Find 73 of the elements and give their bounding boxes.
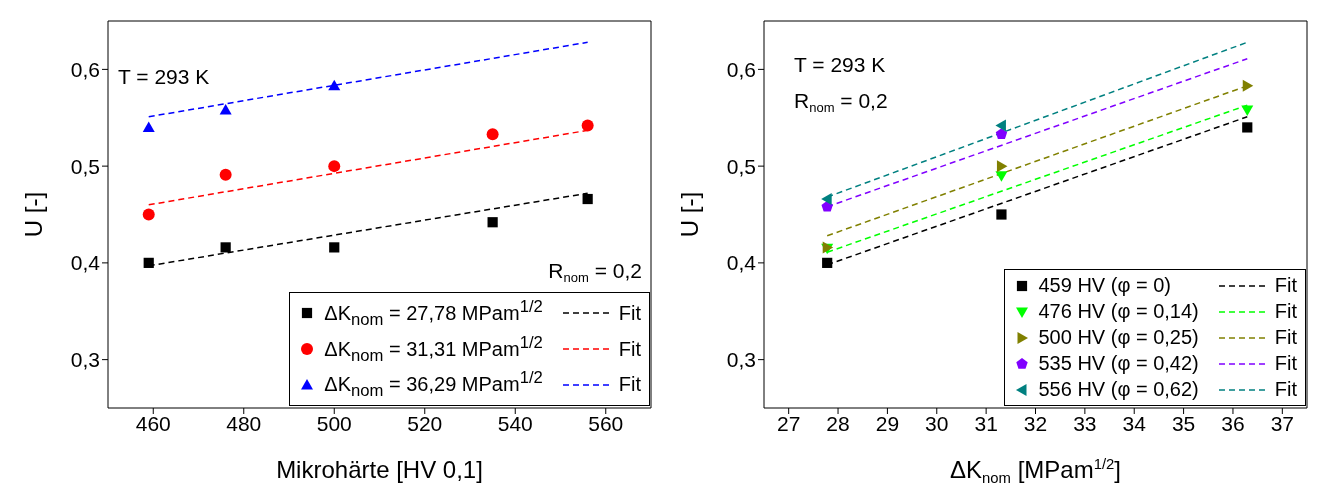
legend-label: Fit bbox=[1274, 300, 1297, 323]
legend-label: Fit bbox=[1274, 352, 1297, 375]
y-axis-title: U [-] bbox=[676, 191, 704, 238]
y-tick-label: 0,3 bbox=[70, 348, 100, 372]
legend-label: 459 HV (φ = 0) bbox=[1038, 274, 1171, 297]
point bbox=[581, 119, 594, 132]
legend-label: Fit bbox=[1274, 378, 1297, 401]
point bbox=[486, 128, 499, 141]
annotation: R$_{nom}$ = 0,2 bbox=[794, 89, 888, 115]
legend-label: ΔK$_{nom}$ = 36,29 MPam$^{1/2}$ bbox=[324, 368, 543, 401]
legend-label: Fit bbox=[1274, 274, 1297, 297]
legend-label: Fit bbox=[618, 301, 641, 325]
y-tick-label: 0,4 bbox=[70, 251, 101, 275]
legend-label: Fit bbox=[618, 337, 641, 361]
y-tick-label: 0,4 bbox=[726, 251, 757, 275]
point bbox=[995, 171, 1008, 182]
y-tick-label: 0,5 bbox=[70, 154, 100, 178]
point bbox=[821, 193, 832, 206]
y-axis-title: U [-] bbox=[20, 191, 48, 238]
point bbox=[219, 168, 232, 181]
legend-label: 476 HV (φ = 0,14) bbox=[1038, 300, 1199, 323]
point bbox=[328, 79, 341, 91]
legend-label: 556 HV (φ = 0,62) bbox=[1038, 378, 1199, 401]
x-tick-label: 560 bbox=[588, 411, 624, 435]
point bbox=[328, 160, 341, 173]
x-axis-title: Mikrohärte [HV 0,1] bbox=[276, 456, 483, 483]
x-tick-label: 480 bbox=[226, 411, 262, 435]
legend-label: 500 HV (φ = 0,25) bbox=[1038, 326, 1199, 349]
x-tick-label: 36 bbox=[1221, 411, 1245, 435]
y-tick-label: 0,5 bbox=[726, 154, 756, 178]
x-tick-label: 28 bbox=[826, 411, 850, 435]
point bbox=[1242, 122, 1253, 133]
point bbox=[142, 121, 155, 132]
point bbox=[1241, 105, 1254, 117]
x-tick-label: 32 bbox=[1023, 411, 1048, 435]
x-tick-label: 34 bbox=[1122, 411, 1147, 435]
annotation: T = 293 K bbox=[118, 65, 210, 88]
point bbox=[821, 200, 833, 212]
point bbox=[996, 160, 1008, 173]
point bbox=[219, 104, 232, 115]
y-tick-label: 0,6 bbox=[726, 57, 756, 81]
point bbox=[996, 209, 1007, 220]
x-tick-label: 33 bbox=[1073, 411, 1097, 435]
legend-label: ΔK$_{nom}$ = 27,78 MPam$^{1/2}$ bbox=[324, 297, 543, 330]
point bbox=[142, 208, 155, 221]
annotation: T = 293 K bbox=[794, 53, 886, 76]
legend-label: 535 HV (φ = 0,42) bbox=[1038, 352, 1199, 375]
x-tick-label: 460 bbox=[135, 411, 171, 435]
point bbox=[582, 193, 593, 205]
point bbox=[822, 257, 833, 268]
point bbox=[995, 119, 1006, 132]
point bbox=[995, 128, 1008, 140]
legend-label: ΔK$_{nom}$ = 31,31 MPam$^{1/2}$ bbox=[324, 332, 543, 366]
legend-label: Fit bbox=[1274, 326, 1297, 349]
legend-label: Fit bbox=[618, 373, 641, 397]
x-tick-label: 30 bbox=[925, 411, 949, 435]
x-tick-label: 27 bbox=[777, 411, 801, 435]
x-tick-label: 29 bbox=[875, 411, 900, 435]
x-tick-label: 520 bbox=[407, 411, 443, 435]
point bbox=[487, 217, 498, 228]
x-tick-label: 35 bbox=[1171, 411, 1196, 435]
point bbox=[220, 242, 231, 253]
point bbox=[329, 242, 340, 253]
point bbox=[143, 257, 154, 268]
y-tick-label: 0,6 bbox=[70, 57, 100, 81]
x-tick-label: 37 bbox=[1270, 411, 1294, 435]
annotation: R$_{nom}$ = 0,2 bbox=[548, 259, 642, 285]
x-axis-title: ΔK$_{nom}$ [MPam$^{1/2}$] bbox=[949, 456, 1122, 486]
point bbox=[1242, 79, 1254, 92]
x-tick-label: 31 bbox=[974, 411, 998, 435]
x-tick-label: 540 bbox=[497, 411, 533, 435]
x-tick-label: 500 bbox=[316, 411, 352, 435]
y-tick-label: 0,3 bbox=[726, 348, 756, 372]
